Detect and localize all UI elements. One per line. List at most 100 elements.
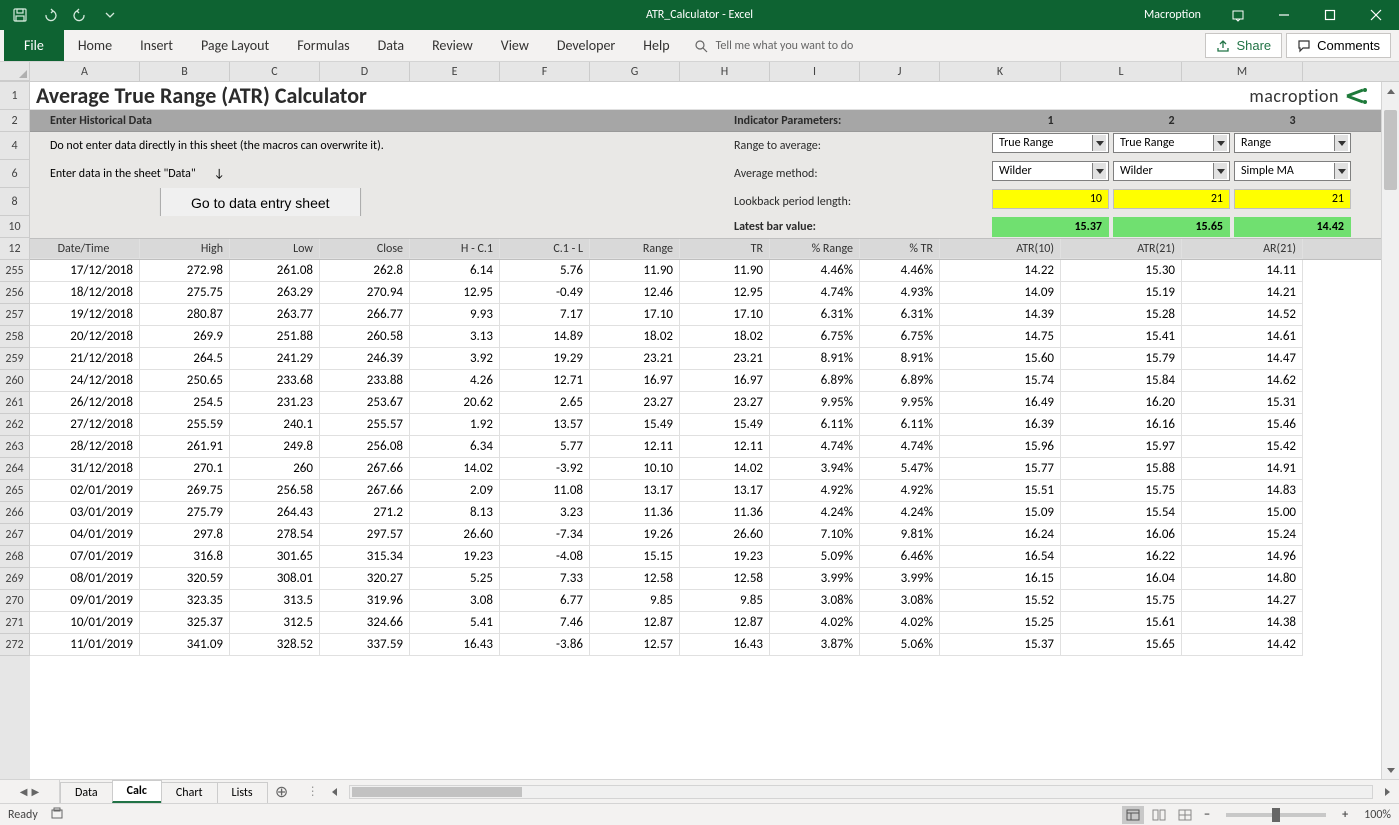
row-header[interactable]: 10 <box>0 216 30 238</box>
cell[interactable]: 15.52 <box>940 590 1061 612</box>
scroll-up-icon[interactable] <box>1382 82 1399 100</box>
sheet-tab-data[interactable]: Data <box>60 782 113 803</box>
cell[interactable]: 16.43 <box>410 634 500 656</box>
col-header-I[interactable]: I <box>770 62 860 81</box>
cell[interactable]: 5.47% <box>860 458 940 480</box>
scroll-thumb[interactable] <box>1384 110 1397 190</box>
add-sheet-button[interactable]: ⊕ <box>267 780 297 803</box>
cell[interactable]: 5.41 <box>410 612 500 634</box>
col-header-M[interactable]: M <box>1182 62 1303 81</box>
cell[interactable]: 23.21 <box>680 348 770 370</box>
cell[interactable]: 14.96 <box>1182 546 1303 568</box>
cell[interactable]: 315.34 <box>320 546 410 568</box>
cell[interactable]: 14.09 <box>940 282 1061 304</box>
cell[interactable]: 15.54 <box>1061 502 1182 524</box>
row-header[interactable]: 270 <box>0 590 30 612</box>
cell[interactable]: 09/01/2019 <box>30 590 140 612</box>
cell[interactable]: 8.91% <box>860 348 940 370</box>
row-header[interactable]: 267 <box>0 524 30 546</box>
cell[interactable]: 323.35 <box>140 590 230 612</box>
tab-formulas[interactable]: Formulas <box>283 30 363 61</box>
user-name[interactable]: Macroption <box>1130 8 1215 22</box>
cell[interactable]: 261.91 <box>140 436 230 458</box>
cell[interactable]: 254.5 <box>140 392 230 414</box>
cell[interactable]: 26.60 <box>680 524 770 546</box>
cell[interactable]: 14.83 <box>1182 480 1303 502</box>
cell[interactable]: 233.88 <box>320 370 410 392</box>
row-header[interactable]: 268 <box>0 546 30 568</box>
cell[interactable]: 13.17 <box>680 480 770 502</box>
cell[interactable]: 16.22 <box>1061 546 1182 568</box>
cell[interactable]: 12.58 <box>590 568 680 590</box>
cell[interactable]: 4.02% <box>770 612 860 634</box>
cell[interactable]: 14.91 <box>1182 458 1303 480</box>
row-header[interactable]: 265 <box>0 480 30 502</box>
cell[interactable]: 4.93% <box>860 282 940 304</box>
tab-file[interactable]: File <box>4 30 64 61</box>
qat-customize-icon[interactable] <box>98 3 122 27</box>
cell[interactable]: 14.11 <box>1182 260 1303 282</box>
maximize-icon[interactable] <box>1307 0 1353 30</box>
cell[interactable]: 8.91% <box>770 348 860 370</box>
row-header[interactable]: 257 <box>0 304 30 326</box>
cell[interactable]: 14.80 <box>1182 568 1303 590</box>
cell[interactable]: 5.25 <box>410 568 500 590</box>
cell[interactable]: -3.92 <box>500 458 590 480</box>
dropdown-avg-1[interactable]: Wilder <box>992 161 1109 181</box>
cell[interactable]: 6.89% <box>860 370 940 392</box>
cell[interactable]: 4.24% <box>770 502 860 524</box>
redo-icon[interactable] <box>68 3 92 27</box>
cell[interactable]: 18.02 <box>590 326 680 348</box>
cell[interactable]: 6.34 <box>410 436 500 458</box>
dropdown-range-1[interactable]: True Range <box>992 133 1109 153</box>
cell[interactable]: 16.97 <box>680 370 770 392</box>
cell[interactable]: 4.26 <box>410 370 500 392</box>
cell[interactable]: 15.84 <box>1061 370 1182 392</box>
cell[interactable]: 3.08% <box>860 590 940 612</box>
cell[interactable]: 12.58 <box>680 568 770 590</box>
cell[interactable]: 7.46 <box>500 612 590 634</box>
row-header[interactable]: 272 <box>0 634 30 656</box>
cell[interactable]: 23.27 <box>590 392 680 414</box>
zoom-level[interactable]: 100% <box>1364 808 1391 822</box>
cell[interactable]: 1.92 <box>410 414 500 436</box>
cell[interactable]: 297.8 <box>140 524 230 546</box>
cell[interactable]: 262.8 <box>320 260 410 282</box>
cell[interactable]: 08/01/2019 <box>30 568 140 590</box>
cell[interactable]: 11.36 <box>590 502 680 524</box>
cell[interactable]: 14.75 <box>940 326 1061 348</box>
cell[interactable]: 4.92% <box>770 480 860 502</box>
cell[interactable]: 275.79 <box>140 502 230 524</box>
cell[interactable]: 6.14 <box>410 260 500 282</box>
cell[interactable]: 14.02 <box>410 458 500 480</box>
cell[interactable]: 3.23 <box>500 502 590 524</box>
cell[interactable]: 24/12/2018 <box>30 370 140 392</box>
cell[interactable]: 2.65 <box>500 392 590 414</box>
cell[interactable]: 4.74% <box>770 282 860 304</box>
comments-button[interactable]: Comments <box>1286 33 1391 58</box>
cell[interactable]: 10.10 <box>590 458 680 480</box>
minimize-icon[interactable] <box>1261 0 1307 30</box>
col-header-D[interactable]: D <box>320 62 410 81</box>
cell[interactable]: 19.23 <box>410 546 500 568</box>
row-header[interactable]: 262 <box>0 414 30 436</box>
lookback-input-3[interactable]: 21 <box>1234 189 1351 209</box>
cell[interactable]: 12.11 <box>590 436 680 458</box>
cell[interactable]: 12.11 <box>680 436 770 458</box>
cell[interactable]: 260 <box>230 458 320 480</box>
col-header-B[interactable]: B <box>140 62 230 81</box>
scroll-track[interactable] <box>1382 100 1399 761</box>
cell[interactable]: -0.49 <box>500 282 590 304</box>
cell[interactable]: 15.19 <box>1061 282 1182 304</box>
cell[interactable]: 270.94 <box>320 282 410 304</box>
cell[interactable]: 16.97 <box>590 370 680 392</box>
col-header-J[interactable]: J <box>860 62 940 81</box>
cell[interactable]: 15.37 <box>940 634 1061 656</box>
tab-insert[interactable]: Insert <box>126 30 187 61</box>
cell[interactable]: 12.87 <box>680 612 770 634</box>
cell[interactable]: 27/12/2018 <box>30 414 140 436</box>
cell[interactable]: 16.43 <box>680 634 770 656</box>
dropdown-range-2[interactable]: True Range <box>1113 133 1230 153</box>
cell[interactable]: 28/12/2018 <box>30 436 140 458</box>
cell[interactable]: 14.21 <box>1182 282 1303 304</box>
